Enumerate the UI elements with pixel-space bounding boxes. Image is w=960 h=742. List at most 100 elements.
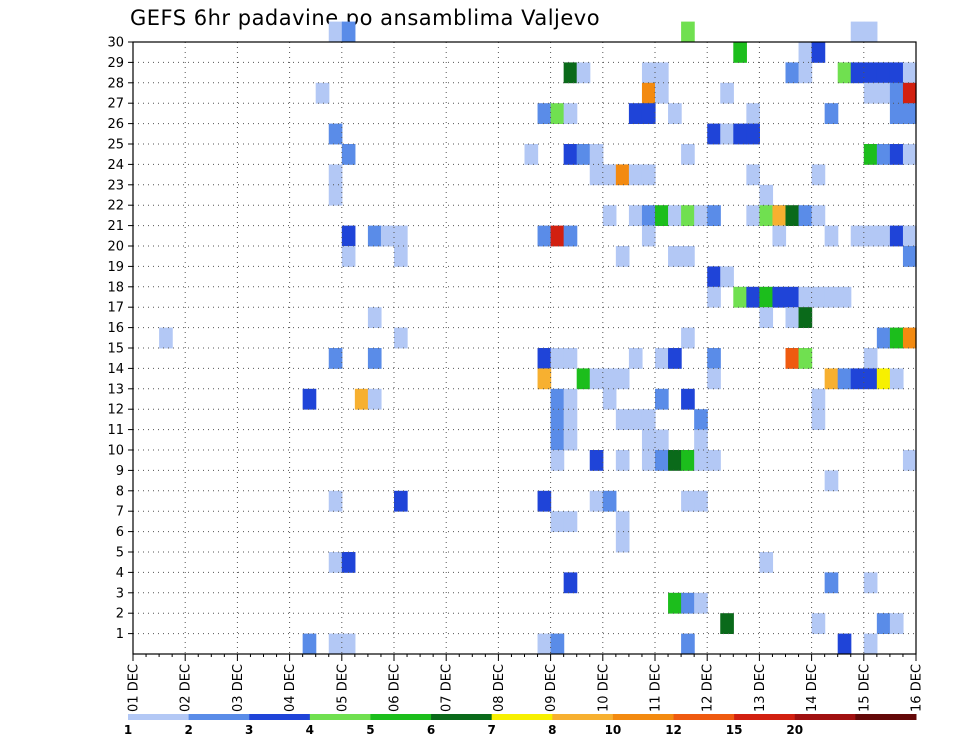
heatmap-cell xyxy=(641,205,656,226)
heatmap-cell xyxy=(681,21,695,43)
colorbar-swatch xyxy=(309,714,371,720)
heatmap-cell xyxy=(367,348,382,369)
heatmap-cell xyxy=(159,327,173,349)
heatmap-cell xyxy=(681,144,695,165)
heatmap-cell xyxy=(655,205,669,226)
heatmap-cell xyxy=(811,164,826,186)
heatmap-cell xyxy=(798,286,813,308)
heatmap-cell xyxy=(889,103,904,124)
heatmap-cell xyxy=(589,490,604,512)
heatmap-cell xyxy=(550,429,565,451)
heatmap-cell xyxy=(615,164,630,186)
heatmap-cell xyxy=(668,592,682,614)
heatmap-cell xyxy=(550,409,565,430)
heatmap-cell xyxy=(641,409,656,430)
heatmap-cell xyxy=(641,225,656,247)
heatmap-cell xyxy=(759,307,774,328)
heatmap-cell xyxy=(576,144,591,165)
heatmap-cell xyxy=(720,82,734,104)
heatmap-cell xyxy=(576,62,591,84)
y-tick-label: 13 xyxy=(107,382,124,397)
heatmap-cell xyxy=(798,307,813,328)
heatmap-cell xyxy=(889,368,904,390)
heatmap-cell xyxy=(602,388,617,410)
heatmap-cell xyxy=(328,123,343,145)
heatmap-cell xyxy=(889,144,904,165)
heatmap-cell xyxy=(628,348,643,369)
heatmap-cell xyxy=(328,633,343,655)
heatmap-cell xyxy=(681,592,695,614)
heatmap-cell xyxy=(720,266,734,288)
heatmap-cell xyxy=(589,164,604,186)
heatmap-cell xyxy=(602,368,617,390)
heatmap-cell xyxy=(341,633,356,655)
y-tick-label: 10 xyxy=(107,444,124,459)
heatmap-cell xyxy=(785,62,800,84)
heatmap-cell xyxy=(876,82,891,104)
heatmap-cell xyxy=(902,144,917,165)
heatmap-cell xyxy=(850,21,865,43)
heatmap-cell xyxy=(537,348,552,369)
colorbar-label: 1 xyxy=(124,723,132,737)
heatmap-cell xyxy=(746,103,760,124)
heatmap-cell xyxy=(380,225,395,247)
heatmap-cell xyxy=(668,348,682,369)
heatmap-cell xyxy=(824,572,839,594)
heatmap-cell xyxy=(863,572,878,594)
heatmap-cell xyxy=(563,103,578,124)
heatmap-cell xyxy=(863,633,878,655)
x-tick-label: 08 DEC xyxy=(492,664,507,712)
heatmap-cell xyxy=(876,225,891,247)
heatmap-cell xyxy=(681,327,695,349)
heatmap-cell xyxy=(341,225,356,247)
x-tick-label: 04 DEC xyxy=(283,664,298,712)
heatmap-cell xyxy=(328,164,343,186)
colorbar-swatch xyxy=(855,714,917,720)
heatmap-cell xyxy=(668,103,682,124)
x-tick-label: 13 DEC xyxy=(753,664,768,712)
heatmap-cell xyxy=(367,388,382,410)
x-tick-label: 01 DEC xyxy=(127,664,142,712)
heatmap-cell xyxy=(707,450,721,471)
heatmap-cell xyxy=(328,184,343,206)
heatmap-cell xyxy=(824,368,839,390)
heatmap-cell xyxy=(876,368,891,390)
heatmap-cell xyxy=(537,490,552,512)
heatmap-cell xyxy=(863,348,878,369)
heatmap-cell xyxy=(524,144,539,165)
heatmap-cell xyxy=(694,409,708,430)
heatmap-cell xyxy=(668,205,682,226)
heatmap-cell xyxy=(707,266,721,288)
heatmap-cell xyxy=(902,246,917,267)
heatmap-cell xyxy=(707,123,721,145)
heatmap-cell xyxy=(772,286,787,308)
heatmap-cell xyxy=(694,490,708,512)
heatmap-cell xyxy=(589,144,604,165)
heatmap-cell xyxy=(367,225,382,247)
heatmap-cell xyxy=(707,368,721,390)
heatmap-cell xyxy=(341,246,356,267)
heatmap-cell xyxy=(367,307,382,328)
heatmap-cell xyxy=(798,205,813,226)
heatmap-cell xyxy=(550,388,565,410)
y-tick-label: 7 xyxy=(116,505,124,520)
heatmap-cell xyxy=(876,144,891,165)
heatmap-cell xyxy=(876,327,891,349)
heatmap-cell xyxy=(694,429,708,451)
heatmap-cell xyxy=(655,450,669,471)
colorbar-swatch xyxy=(491,714,553,720)
heatmap-cell xyxy=(863,62,878,84)
heatmap-cell xyxy=(563,225,578,247)
colorbar-label: 15 xyxy=(726,723,743,737)
heatmap-cell xyxy=(850,368,865,390)
heatmap-cell xyxy=(772,225,787,247)
y-tick-label: 4 xyxy=(116,566,124,581)
heatmap-cell xyxy=(550,511,565,532)
x-tick-label: 14 DEC xyxy=(805,664,820,712)
heatmap-cell xyxy=(876,62,891,84)
heatmap-cell xyxy=(615,450,630,471)
colorbar-label: 10 xyxy=(605,723,622,737)
heatmap-cell xyxy=(798,348,813,369)
y-tick-label: 11 xyxy=(107,423,124,438)
heatmap-cell xyxy=(746,164,760,186)
